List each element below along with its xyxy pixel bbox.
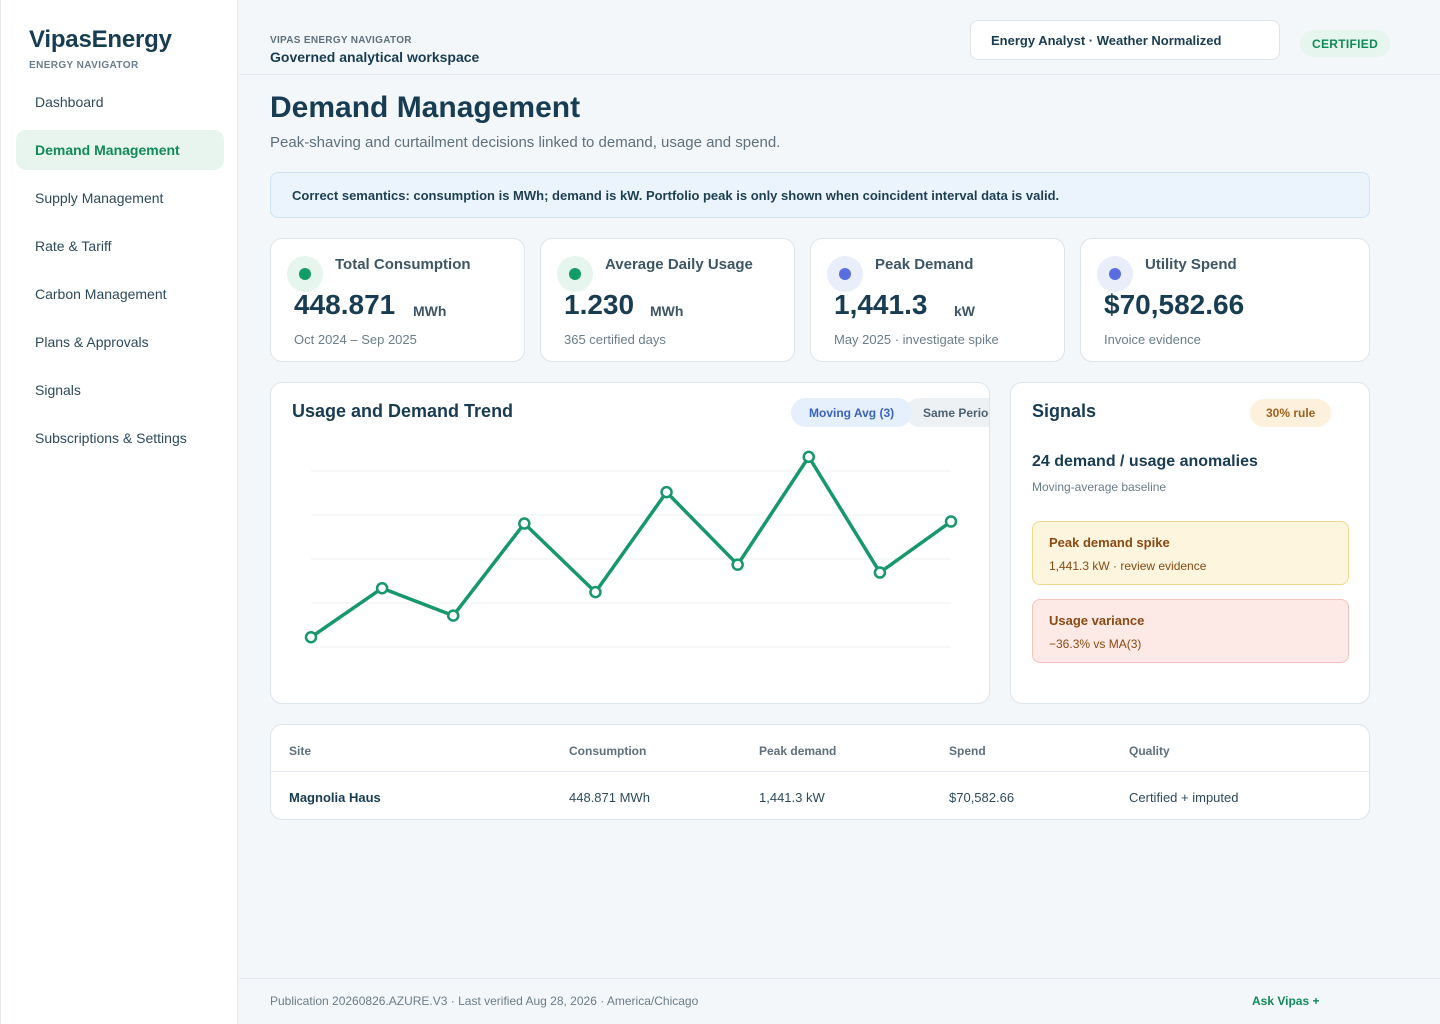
baseline-label: Moving-average baseline (1032, 480, 1167, 494)
column-header-consumption[interactable]: Consumption (569, 744, 647, 758)
same-period-ly-toggle[interactable]: Same Period LY (905, 398, 989, 427)
green-dot-icon (557, 256, 593, 292)
anomaly-count: 24 demand / usage anomalies (1032, 453, 1258, 470)
profile-selector[interactable]: Energy Analyst · Weather Normalized (970, 20, 1280, 60)
alert-title: Peak demand spike (1049, 535, 1170, 550)
data-point[interactable] (446, 609, 460, 622)
kpi-card-total-consumption: Total Consumption 448.871 MWh Oct 2024 –… (270, 238, 525, 362)
sidebar-item-carbon-management[interactable]: Carbon Management (35, 286, 167, 302)
footer: Publication 20260826.AZURE.V3 · Last ver… (239, 978, 1440, 1024)
data-point[interactable] (802, 450, 816, 464)
kpi-unit: MWh (650, 303, 684, 319)
usage-demand-chart-card: Usage and Demand Trend Same Period LY Mo… (270, 382, 990, 704)
rule-badge: 30% rule (1250, 399, 1332, 427)
publication-info: Publication 20260826.AZURE.V3 · Last ver… (270, 994, 699, 1008)
table-cell-spend: $70,582.66 (949, 790, 1015, 805)
table-cell-quality: Certified + imputed (1129, 790, 1239, 805)
sidebar-item-supply-management[interactable]: Supply Management (35, 190, 164, 206)
data-point[interactable] (873, 566, 887, 579)
brand-logo[interactable]: VipasEnergy (29, 26, 172, 53)
kpi-card-peak-demand: Peak Demand 1,441.3 kW May 2025 · invest… (810, 238, 1065, 362)
kpi-value: $70,582.66 (1104, 289, 1245, 320)
site-table: Site Consumption Peak demand Spend Quali… (270, 724, 1370, 820)
column-header-site[interactable]: Site (289, 744, 312, 758)
app-eyebrow: VIPAS ENERGY NAVIGATOR (270, 35, 412, 46)
column-header-peak-demand[interactable]: Peak demand (759, 744, 837, 758)
alert-title: Usage variance (1049, 613, 1145, 628)
sidebar-item-demand-management[interactable]: Demand Management (16, 130, 224, 170)
signals-panel: Signals 30% rule 24 demand / usage anoma… (1010, 382, 1370, 704)
blue-dot-icon (827, 256, 863, 292)
alert-detail: 1,441.3 kW · review evidence (1049, 559, 1207, 573)
chart-title: Usage and Demand Trend (292, 401, 514, 421)
kpi-unit: MWh (413, 303, 447, 319)
sidebar-nav: Dashboard Demand Management Supply Manag… (16, 82, 224, 466)
header-divider (271, 771, 1369, 772)
column-header-quality[interactable]: Quality (1129, 744, 1170, 758)
kpi-value: 1.230 (564, 289, 635, 320)
sidebar-item-signals[interactable]: Signals (35, 382, 81, 398)
semantics-note: Correct semantics: consumption is MWh; d… (270, 172, 1370, 218)
top-bar: VIPAS ENERGY NAVIGATOR Governed analytic… (239, 0, 1440, 75)
kpi-card-average-daily-usage: Average Daily Usage 1.230 MWh 365 certif… (540, 238, 795, 362)
kpi-caption: Oct 2024 – Sep 2025 (294, 332, 417, 347)
brand-subtitle: ENERGY NAVIGATOR (29, 60, 139, 71)
sidebar-item-subscriptions-settings[interactable]: Subscriptions & Settings (35, 430, 187, 446)
data-point[interactable] (660, 485, 673, 499)
trend-chart (304, 450, 958, 648)
data-point[interactable] (731, 558, 744, 571)
kpi-unit: kW (954, 303, 975, 319)
sidebar-item-plans-approvals[interactable]: Plans & Approvals (35, 334, 149, 350)
data-point[interactable] (944, 515, 958, 528)
kpi-caption: 365 certified days (564, 332, 666, 347)
kpi-label: Peak Demand (875, 256, 974, 273)
table-cell-consumption: 448.871 MWh (569, 790, 650, 805)
workspace-title: Governed analytical workspace (270, 49, 480, 65)
certified-badge: CERTIFIED (1300, 30, 1391, 57)
green-dot-icon (287, 256, 323, 292)
series-line (309, 455, 953, 639)
kpi-label: Utility Spend (1145, 256, 1237, 273)
data-point[interactable] (304, 630, 318, 644)
kpi-card-utility-spend: Utility Spend $70,582.66 Invoice evidenc… (1080, 238, 1370, 362)
signals-title: Signals (1032, 401, 1097, 421)
moving-avg-toggle[interactable]: Moving Avg (3) (791, 398, 913, 427)
blue-dot-icon (1097, 256, 1133, 292)
page-title: Demand Management (270, 91, 581, 124)
sidebar-item-dashboard[interactable]: Dashboard (35, 94, 104, 110)
sidebar: VipasEnergy ENERGY NAVIGATOR Dashboard D… (0, 0, 238, 1024)
alert-detail: −36.3% vs MA(3) (1049, 637, 1142, 651)
alert-usage-variance[interactable]: Usage variance −36.3% vs MA(3) (1032, 599, 1349, 663)
table-cell-site[interactable]: Magnolia Haus (289, 790, 381, 805)
alert-peak-demand-spike[interactable]: Peak demand spike 1,441.3 kW · review ev… (1032, 521, 1349, 585)
kpi-caption: May 2025 · investigate spike (834, 332, 999, 347)
page-subtitle: Peak-shaving and curtailment decisions l… (270, 134, 781, 151)
data-point[interactable] (518, 517, 531, 530)
kpi-value: 448.871 (294, 289, 396, 320)
kpi-caption: Invoice evidence (1104, 332, 1201, 347)
data-point[interactable] (589, 585, 602, 599)
kpi-label: Average Daily Usage (605, 256, 753, 273)
data-point[interactable] (375, 581, 389, 595)
kpi-label: Total Consumption (335, 256, 471, 273)
ask-vipas-button[interactable]: Ask Vipas + (1252, 994, 1320, 1008)
kpi-value: 1,441.3 (834, 289, 928, 320)
column-header-spend[interactable]: Spend (949, 744, 986, 758)
sidebar-item-rate-tariff[interactable]: Rate & Tariff (35, 238, 112, 254)
table-cell-peak-demand: 1,441.3 kW (759, 790, 825, 805)
